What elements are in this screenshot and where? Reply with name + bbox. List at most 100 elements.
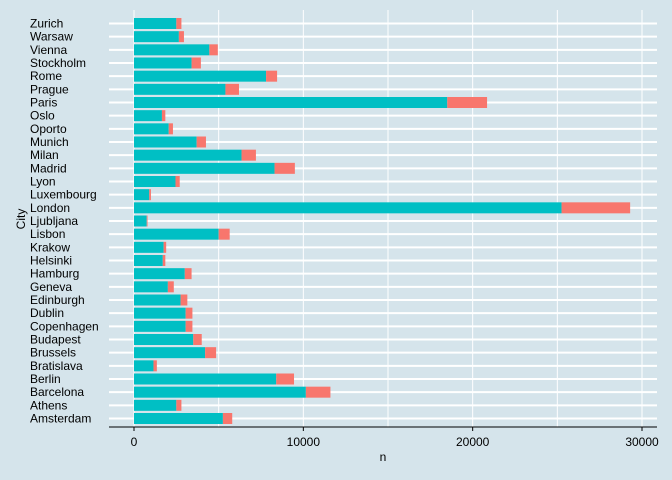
bar-lyon-series-1 bbox=[134, 176, 176, 187]
bar-budapest-series-2 bbox=[193, 334, 202, 345]
bar-copenhagen-series-2 bbox=[185, 320, 193, 332]
bar-lyon-series-2 bbox=[175, 176, 180, 187]
y-tick-label: Ljubljana bbox=[30, 214, 78, 228]
y-tick-label: Madrid bbox=[30, 161, 67, 175]
y-tick-label: Oslo bbox=[30, 109, 55, 123]
bar-edinburgh-series-2 bbox=[180, 294, 188, 306]
bar-zurich-series-2 bbox=[176, 18, 182, 29]
bar-athens-series-2 bbox=[176, 399, 182, 411]
y-tick-label: Dublin bbox=[30, 306, 64, 320]
bar-geneva-series-2 bbox=[167, 281, 174, 293]
y-tick-label: Geneva bbox=[30, 280, 72, 294]
bar-dublin-series-2 bbox=[185, 307, 193, 319]
bar-paris-series-1 bbox=[134, 97, 448, 108]
y-tick-label: Rome bbox=[30, 69, 62, 83]
bar-brussels-series-2 bbox=[205, 347, 217, 359]
bar-hamburg-series-1 bbox=[134, 268, 185, 280]
bar-ljubljana-series-1 bbox=[134, 215, 147, 227]
y-tick-label: Copenhagen bbox=[30, 319, 99, 333]
x-tick-label: 20000 bbox=[456, 435, 490, 449]
y-tick-label: Warsaw bbox=[30, 30, 73, 44]
y-tick-label: Athens bbox=[30, 398, 67, 412]
bar-berlin-series-1 bbox=[134, 373, 277, 385]
bar-luxembourg-series-2 bbox=[149, 189, 151, 201]
bar-lisbon-series-2 bbox=[218, 228, 230, 240]
bar-zurich-series-1 bbox=[134, 18, 177, 29]
bar-edinburgh-series-1 bbox=[134, 294, 181, 306]
y-tick-label: Berlin bbox=[30, 372, 61, 386]
y-tick-label: Bratislava bbox=[30, 359, 83, 373]
y-tick-label: Milan bbox=[30, 148, 59, 162]
bar-vienna-series-2 bbox=[209, 44, 218, 56]
bar-budapest-series-1 bbox=[134, 334, 194, 345]
bar-helsinki-series-1 bbox=[134, 255, 163, 266]
bar-oslo-series-1 bbox=[134, 110, 162, 122]
y-tick-label: Vienna bbox=[30, 43, 67, 57]
x-tick-label: 0 bbox=[131, 435, 138, 449]
y-tick-label: Barcelona bbox=[30, 385, 84, 399]
y-axis-title: City bbox=[14, 209, 28, 230]
x-tick-label: 10000 bbox=[287, 435, 321, 449]
y-tick-label: Edinburgh bbox=[30, 293, 85, 307]
y-tick-label: Zurich bbox=[30, 17, 63, 31]
bar-oporto-series-2 bbox=[168, 123, 173, 135]
bar-hamburg-series-2 bbox=[184, 268, 192, 280]
y-tick-label: Stockholm bbox=[30, 56, 86, 70]
bar-brussels-series-1 bbox=[134, 347, 206, 359]
bar-athens-series-1 bbox=[134, 399, 177, 411]
bar-milan-series-2 bbox=[241, 149, 256, 161]
x-tick-label: 30000 bbox=[625, 435, 659, 449]
bar-bratislava-series-1 bbox=[134, 360, 154, 372]
bar-ljubljana-series-2 bbox=[146, 215, 148, 227]
x-axis: 0 10000 20000 30000 bbox=[109, 426, 659, 449]
bar-oporto-series-1 bbox=[134, 123, 169, 135]
bar-copenhagen-series-1 bbox=[134, 320, 186, 332]
bar-krakow-series-1 bbox=[134, 241, 164, 253]
y-tick-label: Paris bbox=[30, 96, 57, 110]
bar-barcelona-series-1 bbox=[134, 386, 306, 398]
bar-helsinki-series-2 bbox=[162, 255, 166, 266]
y-tick-label: Lisbon bbox=[30, 227, 65, 241]
y-tick-label: Lyon bbox=[30, 175, 56, 189]
bar-luxembourg-series-1 bbox=[134, 189, 150, 201]
bar-lisbon-series-1 bbox=[134, 228, 219, 240]
bar-stockholm-series-2 bbox=[191, 57, 201, 69]
bar-berlin-series-2 bbox=[276, 373, 295, 385]
y-tick-label: Brussels bbox=[30, 346, 76, 360]
y-tick-label: Budapest bbox=[30, 333, 81, 347]
bar-barcelona-series-2 bbox=[305, 386, 331, 398]
bar-rome-series-1 bbox=[134, 70, 267, 82]
bar-oslo-series-2 bbox=[161, 110, 166, 122]
bar-stockholm-series-1 bbox=[134, 57, 192, 69]
bar-munich-series-1 bbox=[134, 136, 197, 148]
bar-amsterdam-series-1 bbox=[134, 413, 223, 424]
y-tick-label: Munich bbox=[30, 135, 69, 149]
bar-munich-series-2 bbox=[196, 136, 206, 148]
y-tick-label: Helsinki bbox=[30, 254, 72, 268]
bar-milan-series-1 bbox=[134, 149, 242, 161]
bars bbox=[134, 18, 631, 424]
bar-warsaw-series-1 bbox=[134, 31, 179, 43]
bar-london-series-2 bbox=[561, 202, 631, 214]
bar-vienna-series-1 bbox=[134, 44, 210, 56]
y-tick-label: Krakow bbox=[30, 240, 70, 254]
bar-paris-series-2 bbox=[447, 97, 488, 108]
y-tick-label: Hamburg bbox=[30, 267, 79, 281]
y-tick-label: Prague bbox=[30, 82, 69, 96]
bar-madrid-series-1 bbox=[134, 162, 275, 174]
bar-bratislava-series-2 bbox=[153, 360, 157, 372]
bar-prague-series-2 bbox=[225, 83, 239, 95]
bar-krakow-series-2 bbox=[163, 241, 167, 253]
bar-geneva-series-1 bbox=[134, 281, 168, 293]
bar-dublin-series-1 bbox=[134, 307, 186, 319]
bar-rome-series-2 bbox=[266, 70, 278, 82]
y-tick-label: Amsterdam bbox=[30, 412, 91, 426]
y-tick-label: Luxembourg bbox=[30, 188, 97, 202]
bar-warsaw-series-2 bbox=[178, 31, 184, 43]
bar-amsterdam-series-2 bbox=[222, 413, 233, 424]
y-axis-labels: AmsterdamAthensBarcelonaBerlinBratislava… bbox=[30, 17, 99, 426]
bar-madrid-series-2 bbox=[274, 162, 295, 174]
y-tick-label: Oporto bbox=[30, 122, 67, 136]
bar-london-series-1 bbox=[134, 202, 562, 214]
